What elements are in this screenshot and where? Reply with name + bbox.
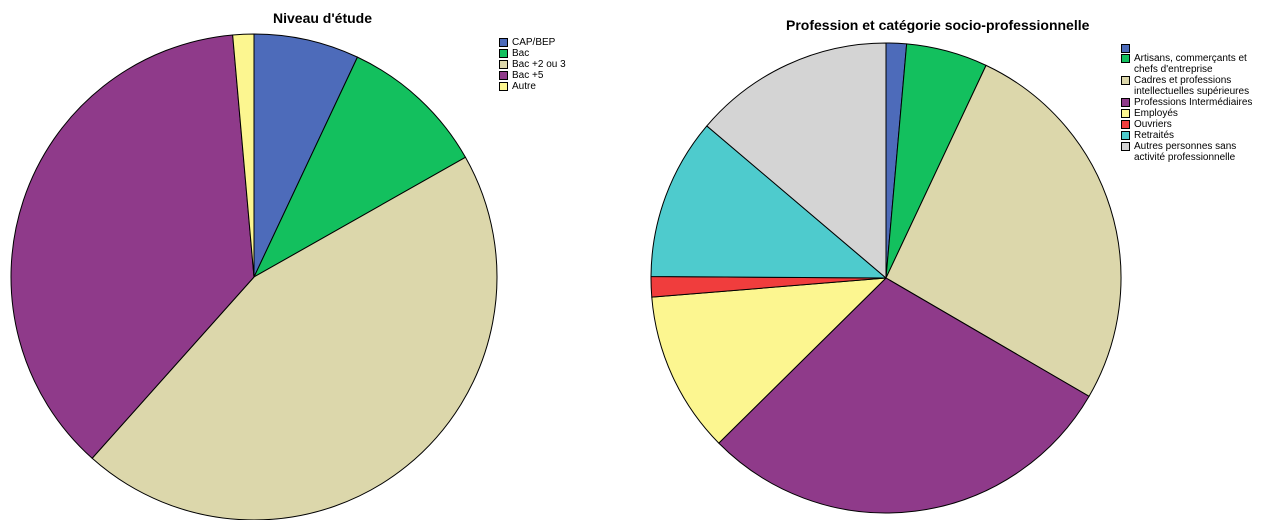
legend-swatch: [1121, 142, 1130, 151]
legend-item-cadres-et-professions-intellectuelles-superieures: Cadres et professions intellectuelles su…: [1121, 75, 1268, 97]
chart-legend: Artisans, commerçants et chefs d'entrepr…: [1121, 43, 1268, 163]
legend-item-professions-intermediaires: Professions Intermédiaires: [1121, 97, 1268, 108]
legend-label: Cadres et professions intellectuelles su…: [1134, 75, 1250, 97]
legend-item-artisans-commercants-et-chefs-d-entreprise: Artisans, commerçants et chefs d'entrepr…: [1121, 53, 1268, 75]
legend-swatch: [1121, 120, 1130, 129]
legend-label: Professions Intermédiaires: [1134, 97, 1253, 108]
legend-item-employes: Employés: [1121, 108, 1268, 119]
legend-label: Ouvriers: [1134, 119, 1172, 130]
chart-legend: CAP/BEP Bac Bac +2 ou 3 Bac +5 Autre: [499, 37, 566, 92]
pie-plot-area: [650, 42, 1122, 514]
legend-swatch: [499, 49, 508, 58]
pie-plot-area: [10, 33, 498, 520]
pie-slice-retraites: [650, 125, 887, 279]
legend-label: Bac +5: [512, 70, 544, 81]
legend-item-retraites: Retraités: [1121, 130, 1268, 141]
legend-label: Autres personnes sans activité professio…: [1134, 141, 1237, 163]
legend-item-autres-personnes-sans-activite-professionnelle: Autres personnes sans activité professio…: [1121, 141, 1268, 163]
pie-slice-employes: [651, 277, 887, 444]
legend-label: Bac +2 ou 3: [512, 59, 566, 70]
legend-swatch: [1121, 44, 1130, 53]
legend-label: Retraités: [1134, 130, 1175, 141]
pie-chart-niveau-etude: Niveau d'étude CAP/BEP Bac Bac +2 ou 3 Bac …: [0, 0, 620, 520]
legend-item-cap-bep: CAP/BEP: [499, 37, 566, 48]
pie-slice-professions-intermediaires: [718, 277, 1090, 514]
legend-swatch: [1121, 131, 1130, 140]
chart-title: Niveau d'étude: [273, 10, 373, 26]
pie-slice-cadres-et-professions-intellectuelles-superieures: [885, 64, 1122, 397]
legend-item-ouvriers: Ouvriers: [1121, 119, 1268, 130]
legend-label: CAP/BEP: [512, 37, 556, 48]
legend-swatch: [1121, 109, 1130, 118]
legend-label: Bac: [512, 48, 530, 59]
pie-chart-profession: Profession et catégorie socio-profession…: [640, 0, 1268, 520]
legend-swatch: [1121, 76, 1130, 85]
legend-item-bac-5: Bac +5: [499, 70, 566, 81]
legend-swatch: [499, 60, 508, 69]
legend-item-autre: Autre: [499, 81, 566, 92]
legend-swatch: [1121, 98, 1130, 107]
pie-slice-bac: [253, 56, 466, 278]
legend-swatch: [499, 82, 508, 91]
legend-swatch: [1121, 54, 1130, 63]
pie-slice-autre: [232, 33, 255, 278]
legend-label: Autre: [512, 81, 536, 92]
pie-slice-bac-5: [10, 34, 255, 459]
legend-swatch: [499, 71, 508, 80]
pie-slice-bac-2-ou-3: [91, 156, 498, 520]
legend-swatch: [499, 38, 508, 47]
chart-title: Profession et catégorie socio-profession…: [786, 17, 1090, 33]
legend-item-bac: Bac: [499, 48, 566, 59]
legend-label: Artisans, commerçants et chefs d'entrepr…: [1134, 53, 1247, 75]
legend-label: Employés: [1134, 108, 1178, 119]
pie-slice-autres-personnes-sans-activite-professionnelle: [706, 42, 887, 279]
pie-slice-cap-bep: [253, 33, 358, 278]
legend-item-unlabeled: [1121, 43, 1268, 53]
legend-item-bac-2-ou-3: Bac +2 ou 3: [499, 59, 566, 70]
